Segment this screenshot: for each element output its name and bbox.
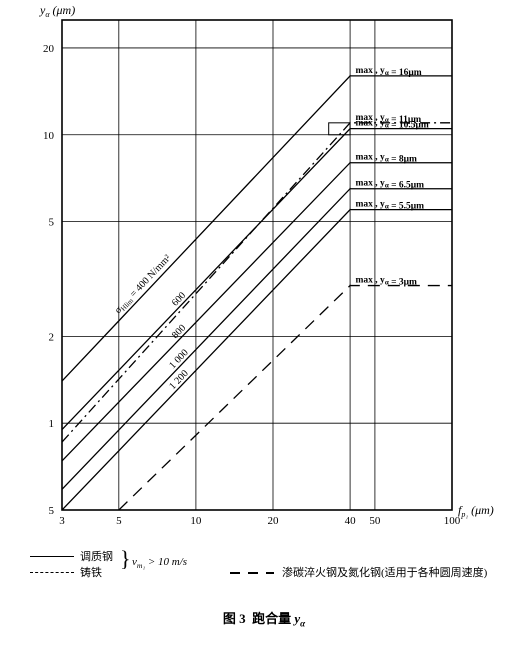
legend-dash-label: 渗碳淬火钢及氮化钢(适用于各种圆周速度) [282, 564, 487, 580]
legend-condition: vm₁ > 10 m/s [132, 556, 187, 570]
legend-dashdot-label: 铸铁 [80, 564, 102, 580]
svg-text:20: 20 [267, 515, 279, 527]
svg-text:fp₁ (μm): fp₁ (μm) [458, 503, 494, 519]
svg-text:40: 40 [345, 515, 357, 527]
svg-text:5: 5 [49, 505, 55, 517]
figure-caption: 图 3 跑合量 yα [0, 608, 528, 629]
legend-dash-sample [230, 565, 274, 579]
svg-text:2: 2 [49, 331, 55, 343]
chart: 351020405010012510205yα (μm)fp₁ (μm)max … [0, 0, 528, 540]
svg-text:50: 50 [369, 515, 381, 527]
svg-text:σHlim = 400 N/mm²: σHlim = 400 N/mm² [113, 253, 174, 317]
svg-text:20: 20 [43, 43, 55, 55]
svg-text:10: 10 [190, 515, 202, 527]
svg-text:800: 800 [170, 323, 188, 341]
svg-text:5: 5 [116, 515, 122, 527]
legend-solid-sample [30, 549, 74, 563]
svg-text:max , yα = 3μm: max , yα = 3μm [356, 276, 418, 288]
legend-solid-label: 调质钢 [80, 548, 113, 564]
svg-text:3: 3 [59, 515, 65, 527]
svg-text:5: 5 [49, 217, 55, 229]
legend-dashdot-sample [30, 565, 74, 579]
svg-text:10: 10 [43, 130, 55, 142]
svg-text:yα (μm): yα (μm) [39, 3, 75, 19]
svg-text:1: 1 [49, 418, 55, 430]
